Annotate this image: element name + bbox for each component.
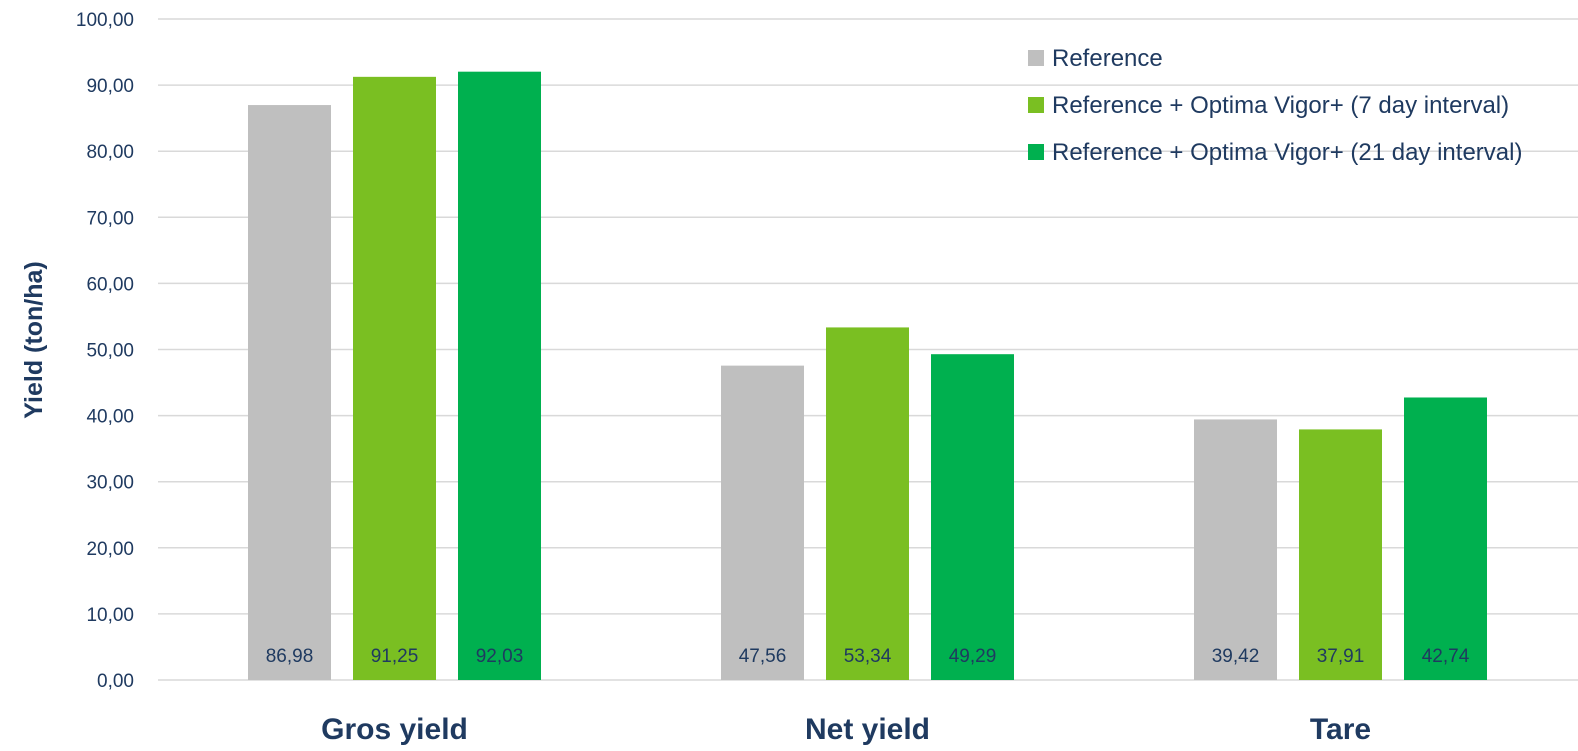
y-axis-label: Yield (ton/ha) bbox=[20, 261, 48, 418]
data-label: 37,91 bbox=[1317, 646, 1365, 667]
data-label: 47,56 bbox=[739, 646, 787, 667]
y-tick-label: 20,00 bbox=[86, 539, 134, 560]
legend-swatch bbox=[1028, 50, 1044, 66]
data-label: 86,98 bbox=[266, 646, 314, 667]
y-tick-label: 90,00 bbox=[86, 76, 134, 97]
data-label: 49,29 bbox=[949, 646, 997, 667]
category-labels: Gros yield Net yield Tare bbox=[321, 713, 1371, 746]
legend-item: Reference bbox=[1028, 45, 1163, 72]
y-tick-label: 50,00 bbox=[86, 341, 134, 362]
bar bbox=[458, 71, 541, 680]
bar bbox=[353, 76, 436, 680]
y-tick-label: 80,00 bbox=[86, 142, 134, 163]
legend-item: Reference + Optima Vigor+ (7 day interva… bbox=[1028, 92, 1509, 119]
legend-swatch bbox=[1028, 97, 1044, 113]
y-tick-label: 10,00 bbox=[86, 605, 134, 626]
bar bbox=[1194, 419, 1277, 680]
legend-label: Reference + Optima Vigor+ (7 day interva… bbox=[1052, 92, 1509, 119]
data-label: 53,34 bbox=[844, 646, 892, 667]
bar bbox=[721, 365, 804, 680]
category-label: Tare bbox=[1310, 713, 1371, 746]
legend-label: Reference + Optima Vigor+ (21 day interv… bbox=[1052, 139, 1522, 166]
data-label: 91,25 bbox=[371, 646, 419, 667]
category-label: Gros yield bbox=[321, 713, 468, 746]
legend: Reference Reference + Optima Vigor+ (7 da… bbox=[1028, 45, 1522, 166]
y-tick-label: 40,00 bbox=[86, 407, 134, 428]
legend-swatch bbox=[1028, 144, 1044, 160]
y-tick-label: 60,00 bbox=[86, 274, 134, 295]
data-label: 39,42 bbox=[1212, 646, 1260, 667]
bar bbox=[1299, 429, 1382, 680]
y-tick-label: 30,00 bbox=[86, 473, 134, 494]
bar bbox=[826, 327, 909, 680]
y-tick-label: 70,00 bbox=[86, 208, 134, 229]
bars: 86,98 91,25 92,03 47,56 53,34 49,29 39,42 37,91… bbox=[248, 71, 1487, 681]
y-tick-label: 100,00 bbox=[76, 10, 134, 31]
bar bbox=[931, 354, 1014, 680]
bar bbox=[248, 105, 331, 681]
category-label: Net yield bbox=[805, 713, 930, 746]
bar bbox=[1404, 397, 1487, 680]
y-axis-ticks: 0,00 10,00 20,00 30,00 40,00 50,00 60,00 70,00 8… bbox=[76, 10, 134, 692]
legend-label: Reference bbox=[1052, 45, 1163, 72]
y-tick-label: 0,00 bbox=[97, 671, 134, 692]
legend-item: Reference + Optima Vigor+ (21 day interv… bbox=[1028, 139, 1522, 166]
data-label: 92,03 bbox=[476, 646, 524, 667]
data-label: 42,74 bbox=[1422, 646, 1470, 667]
